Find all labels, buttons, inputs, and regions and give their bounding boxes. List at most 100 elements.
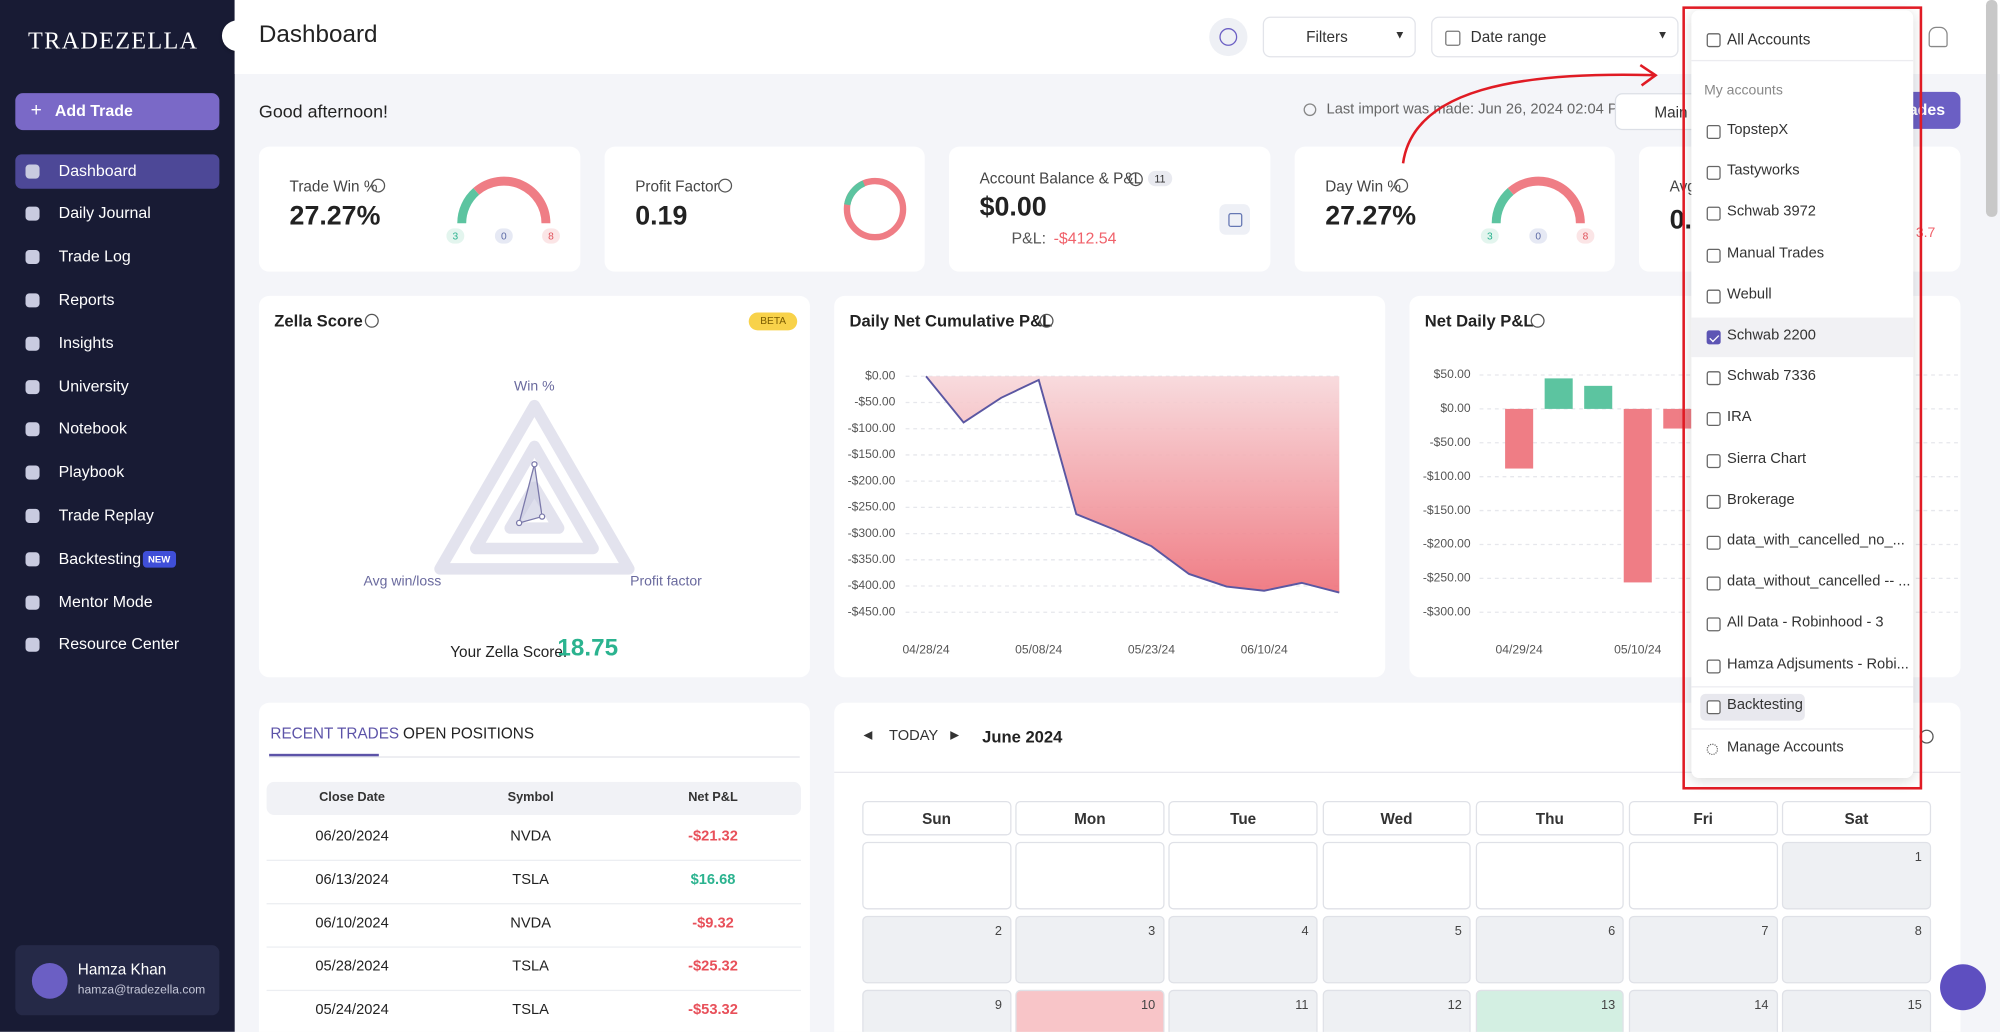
table-cell: TSLA — [512, 1002, 549, 1018]
nav-icon — [25, 293, 40, 308]
tab[interactable]: OPEN POSITIONS — [403, 724, 535, 743]
account-item[interactable]: All Data - Robinhood - 3 — [1727, 615, 1884, 631]
account-item[interactable]: TopstepX — [1727, 122, 1789, 138]
y-tick-label: -$400.00 — [848, 578, 896, 592]
nav-item[interactable]: Playbook — [15, 455, 219, 489]
gauge-pill — [1529, 228, 1548, 244]
account-item[interactable]: Schwab 7336 — [1727, 368, 1816, 385]
checkbox[interactable] — [1706, 124, 1721, 140]
day-number: 1 — [1914, 850, 1922, 865]
account-item[interactable]: Sierra Chart — [1727, 451, 1807, 467]
checkbox[interactable] — [1706, 371, 1721, 386]
nav-item[interactable]: Daily Journal — [15, 197, 219, 231]
day-cell[interactable]: 5 — [1322, 915, 1471, 984]
nav-item[interactable]: Mentor Mode — [15, 585, 219, 619]
scrollbar[interactable] — [1985, 0, 1998, 217]
day-cell[interactable]: 3 — [1015, 915, 1165, 984]
checkbox[interactable] — [1706, 453, 1721, 468]
day-cell[interactable] — [862, 841, 1011, 910]
checkbox[interactable] — [1706, 617, 1721, 632]
donut-profit — [844, 180, 866, 206]
manage-accounts[interactable]: Manage Accounts — [1727, 739, 1844, 756]
checkbox[interactable] — [1706, 658, 1721, 673]
nav-item[interactable]: University — [15, 369, 219, 403]
bell-icon[interactable] — [1928, 26, 1948, 48]
nav-item[interactable]: Trade Log — [15, 240, 219, 274]
chat-button[interactable] — [1940, 964, 1986, 1011]
currency-button[interactable] — [1209, 17, 1248, 57]
day-cell[interactable] — [1168, 841, 1318, 910]
day-cell[interactable]: 7 — [1628, 915, 1778, 984]
today-button[interactable]: TODAY — [889, 728, 939, 744]
account-item[interactable]: Hamza Adjsuments - Robi... — [1727, 656, 1909, 672]
account-item[interactable]: Schwab 2200 — [1727, 327, 1816, 344]
day-cell[interactable]: 13 — [1475, 989, 1625, 1032]
account-item[interactable]: Backtesting — [1727, 697, 1803, 713]
day-number: 5 — [1454, 924, 1462, 939]
day-cell[interactable] — [1475, 841, 1625, 910]
nav-item[interactable]: Dashboard — [15, 153, 220, 189]
chart-icon-button[interactable] — [1219, 204, 1250, 235]
day-cell[interactable]: 9 — [862, 989, 1011, 1032]
date-range-button[interactable]: Date range ▼ — [1431, 16, 1679, 58]
day-cell[interactable]: 11 — [1168, 989, 1318, 1032]
checkbox[interactable] — [1706, 330, 1721, 345]
day-cell[interactable]: 12 — [1322, 989, 1471, 1032]
checkbox[interactable] — [1706, 412, 1721, 427]
account-all[interactable]: All Accounts — [1727, 30, 1811, 49]
account-item[interactable]: data_without_cancelled -- ... — [1727, 574, 1911, 590]
gear-icon — [1706, 743, 1719, 756]
day-cell[interactable]: 14 — [1628, 989, 1778, 1032]
account-item[interactable]: Brokerage — [1727, 492, 1795, 508]
account-item[interactable]: data_with_cancelled_no_... — [1727, 533, 1905, 549]
checkbox[interactable] — [1706, 33, 1721, 48]
account-item[interactable]: Tastyworks — [1727, 163, 1800, 179]
checkbox[interactable] — [1706, 289, 1721, 304]
add-trade-button[interactable]: + Add Trade — [15, 93, 220, 131]
account-item[interactable]: IRA — [1727, 409, 1752, 426]
tab[interactable]: RECENT TRADES — [270, 724, 400, 743]
day-cell[interactable]: 2 — [862, 915, 1011, 984]
row-highlight — [1691, 317, 1914, 358]
next-arrow[interactable]: ▶ — [950, 728, 960, 742]
filters-button[interactable]: Filters ▼ — [1262, 16, 1416, 58]
nav-item[interactable]: Reports — [15, 283, 219, 317]
account-dropdown: All Accounts My accounts TopstepX Tastywork… — [1691, 10, 1914, 779]
day-cell[interactable] — [1015, 841, 1165, 910]
account-item[interactable]: Manual Trades — [1727, 245, 1825, 261]
gauge-pill — [446, 228, 465, 244]
day-cell[interactable]: 1 — [1782, 841, 1931, 910]
y-tick-label: -$300.00 — [848, 526, 896, 540]
y-tick-label: -$100.00 — [848, 421, 896, 435]
day-cell[interactable]: 10 — [1015, 989, 1165, 1032]
checkbox[interactable] — [1706, 166, 1721, 181]
day-cell[interactable]: 6 — [1475, 915, 1625, 984]
account-item[interactable]: Schwab 3972 — [1727, 204, 1816, 220]
day-number: 10 — [1141, 998, 1156, 1013]
weekday-cell: Sat — [1782, 801, 1931, 836]
nav-item[interactable]: Resource Center — [15, 628, 219, 662]
nav-item[interactable]: Notebook — [15, 412, 219, 446]
checkbox[interactable] — [1706, 576, 1721, 591]
prev-arrow[interactable]: ◀ — [863, 728, 873, 742]
user-card[interactable]: Hamza Khan hamza@tradezella.com — [15, 945, 220, 1016]
highlight-box — [1682, 6, 1923, 790]
weekday-cell: Sun — [862, 801, 1011, 836]
radar-shape — [518, 464, 543, 524]
day-cell[interactable]: 8 — [1782, 915, 1931, 984]
nav-item[interactable]: Backtesting NEW — [15, 542, 219, 576]
x-tick-label: 04/29/24 — [1496, 643, 1543, 657]
day-cell[interactable] — [1628, 841, 1778, 910]
nav-item[interactable]: Insights — [15, 326, 219, 360]
day-cell[interactable]: 4 — [1168, 915, 1318, 984]
checkbox[interactable] — [1706, 248, 1721, 263]
nav-item[interactable]: Trade Replay — [15, 499, 219, 533]
checkbox[interactable] — [1706, 535, 1721, 550]
checkbox[interactable] — [1706, 494, 1721, 509]
day-cell[interactable] — [1322, 841, 1471, 910]
day-cell[interactable]: 15 — [1782, 989, 1931, 1032]
radar-point — [531, 461, 538, 468]
account-item[interactable]: Webull — [1727, 286, 1772, 303]
checkbox[interactable] — [1706, 207, 1721, 222]
checkbox[interactable] — [1706, 699, 1721, 715]
